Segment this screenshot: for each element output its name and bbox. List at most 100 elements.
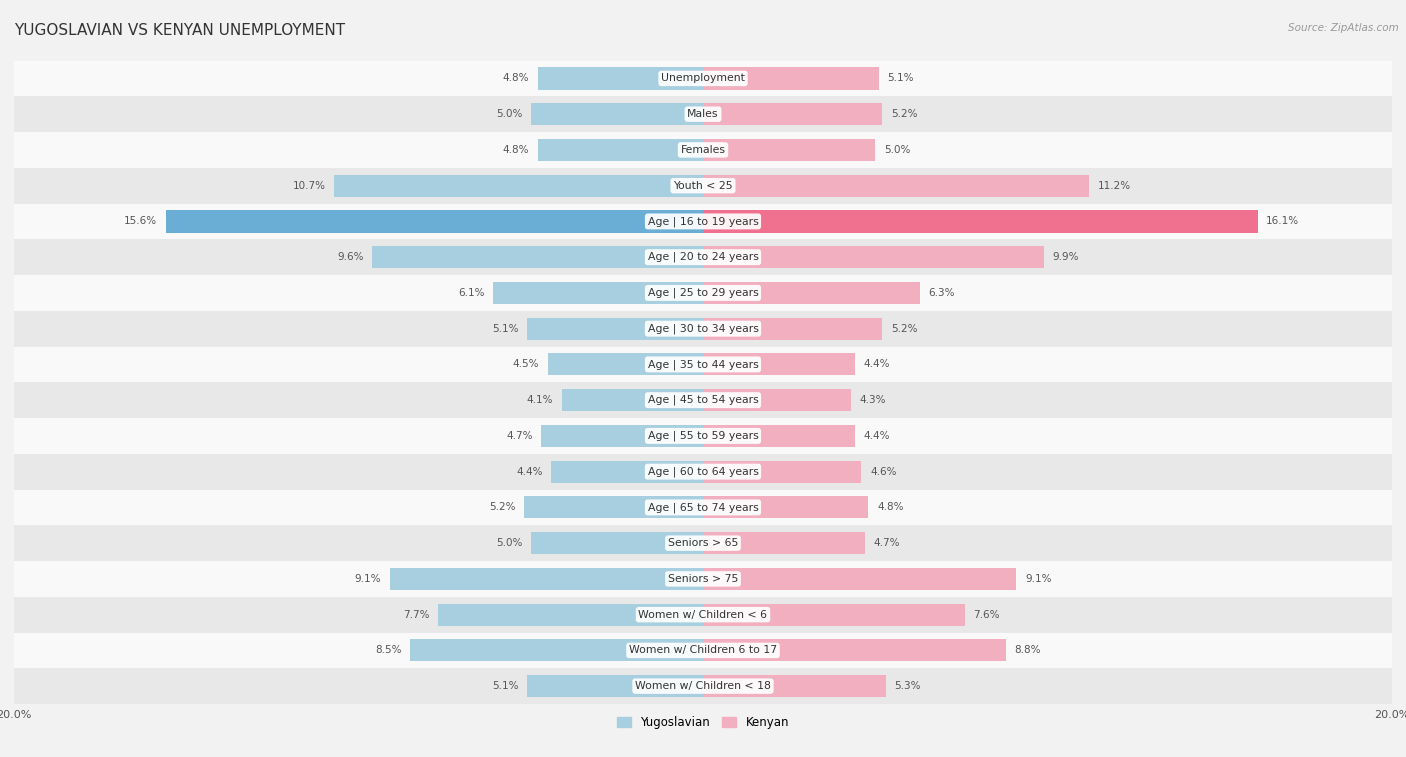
Text: Age | 35 to 44 years: Age | 35 to 44 years [648,359,758,369]
Bar [166,210,703,232]
Bar [527,318,703,340]
Text: 4.6%: 4.6% [870,466,897,477]
Text: 4.8%: 4.8% [877,503,904,512]
Bar [527,675,703,697]
Bar [537,67,703,89]
Bar [703,210,1257,232]
Bar [14,347,1392,382]
Bar [703,675,886,697]
Bar [562,389,703,411]
Bar [14,418,1392,453]
Bar [14,168,1392,204]
Text: 5.0%: 5.0% [884,145,910,155]
Bar [14,633,1392,668]
Bar [531,103,703,125]
Text: 4.3%: 4.3% [859,395,886,405]
Text: Unemployment: Unemployment [661,73,745,83]
Text: 6.1%: 6.1% [458,288,484,298]
Text: 15.6%: 15.6% [124,217,157,226]
Bar [14,453,1392,490]
Bar [703,568,1017,590]
Bar [703,497,869,519]
Text: 9.1%: 9.1% [1025,574,1052,584]
Bar [14,204,1392,239]
Text: Seniors > 75: Seniors > 75 [668,574,738,584]
Bar [703,532,865,554]
Bar [537,139,703,161]
Text: Age | 65 to 74 years: Age | 65 to 74 years [648,502,758,512]
Bar [14,561,1392,597]
Text: 4.5%: 4.5% [513,360,540,369]
Bar [14,382,1392,418]
Bar [703,389,851,411]
Text: 11.2%: 11.2% [1098,181,1130,191]
Text: 4.4%: 4.4% [516,466,543,477]
Text: Source: ZipAtlas.com: Source: ZipAtlas.com [1288,23,1399,33]
Bar [14,61,1392,96]
Bar [14,132,1392,168]
Bar [703,246,1045,268]
Bar [703,640,1007,662]
Text: YUGOSLAVIAN VS KENYAN UNEMPLOYMENT: YUGOSLAVIAN VS KENYAN UNEMPLOYMENT [14,23,346,38]
Text: 4.1%: 4.1% [527,395,553,405]
Text: 16.1%: 16.1% [1267,217,1299,226]
Bar [14,96,1392,132]
Text: 10.7%: 10.7% [292,181,326,191]
Bar [703,139,875,161]
Text: 8.5%: 8.5% [375,646,402,656]
Bar [703,425,855,447]
Text: 4.7%: 4.7% [873,538,900,548]
Bar [14,525,1392,561]
Text: 6.3%: 6.3% [928,288,955,298]
Text: Age | 60 to 64 years: Age | 60 to 64 years [648,466,758,477]
Bar [14,597,1392,633]
Text: 5.2%: 5.2% [891,109,917,119]
Text: Age | 55 to 59 years: Age | 55 to 59 years [648,431,758,441]
Bar [703,318,882,340]
Bar [389,568,703,590]
Text: 8.8%: 8.8% [1015,646,1042,656]
Bar [703,282,920,304]
Bar [437,603,703,626]
Text: Age | 20 to 24 years: Age | 20 to 24 years [648,252,758,263]
Bar [14,239,1392,275]
Text: 5.1%: 5.1% [887,73,914,83]
Text: Age | 16 to 19 years: Age | 16 to 19 years [648,217,758,226]
Text: 4.7%: 4.7% [506,431,533,441]
Bar [703,175,1088,197]
Bar [531,532,703,554]
Text: 4.4%: 4.4% [863,360,890,369]
Text: Women w/ Children < 6: Women w/ Children < 6 [638,609,768,620]
Bar [14,668,1392,704]
Text: 7.6%: 7.6% [973,609,1000,620]
Bar [411,640,703,662]
Text: 4.4%: 4.4% [863,431,890,441]
Bar [14,311,1392,347]
Text: Age | 25 to 29 years: Age | 25 to 29 years [648,288,758,298]
Bar [548,354,703,375]
Text: Females: Females [681,145,725,155]
Text: 9.1%: 9.1% [354,574,381,584]
Text: 5.0%: 5.0% [496,538,522,548]
Text: 9.9%: 9.9% [1053,252,1080,262]
Bar [14,490,1392,525]
Text: Seniors > 65: Seniors > 65 [668,538,738,548]
Bar [541,425,703,447]
Text: Women w/ Children 6 to 17: Women w/ Children 6 to 17 [628,646,778,656]
Text: 9.6%: 9.6% [337,252,364,262]
Bar [703,460,862,483]
Text: 5.1%: 5.1% [492,324,519,334]
Text: 4.8%: 4.8% [502,145,529,155]
Text: 7.7%: 7.7% [402,609,429,620]
Bar [494,282,703,304]
Text: 4.8%: 4.8% [502,73,529,83]
Text: 5.1%: 5.1% [492,681,519,691]
Bar [703,603,965,626]
Legend: Yugoslavian, Kenyan: Yugoslavian, Kenyan [612,711,794,734]
Text: Women w/ Children < 18: Women w/ Children < 18 [636,681,770,691]
Bar [14,275,1392,311]
Bar [703,67,879,89]
Text: Age | 30 to 34 years: Age | 30 to 34 years [648,323,758,334]
Bar [524,497,703,519]
Text: Males: Males [688,109,718,119]
